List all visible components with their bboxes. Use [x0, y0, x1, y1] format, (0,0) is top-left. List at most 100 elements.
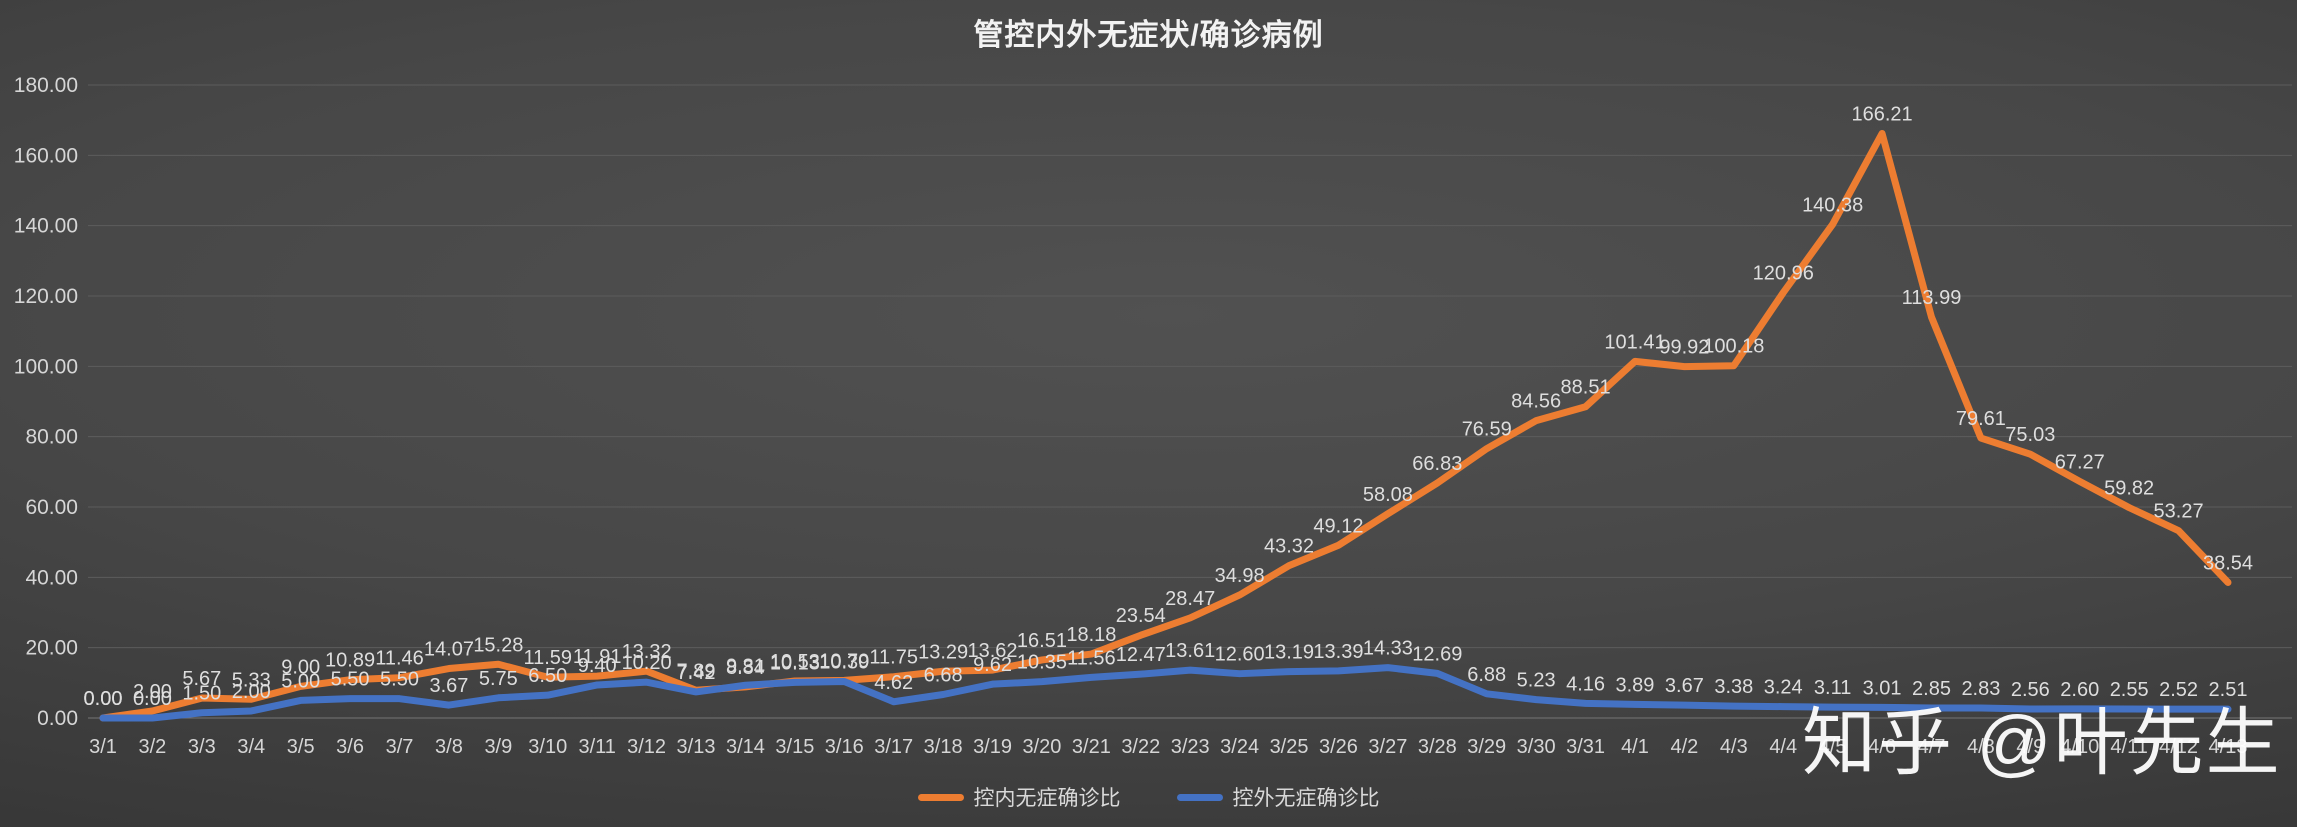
- data-label: 13.19: [1264, 642, 1314, 664]
- data-label: 9.62: [973, 654, 1012, 676]
- x-axis-tick-label: 3/9: [484, 736, 512, 758]
- x-axis-tick-label: 3/4: [237, 736, 265, 758]
- x-axis-tick-label: 3/15: [775, 736, 814, 758]
- data-label: 3.24: [1764, 677, 1803, 699]
- data-label: 5.75: [479, 668, 518, 690]
- data-label: 43.32: [1264, 536, 1314, 558]
- x-axis-tick-label: 3/27: [1368, 736, 1407, 758]
- x-axis-tick-label: 3/26: [1319, 736, 1358, 758]
- series-line-inside-control: [99, 129, 2232, 722]
- data-label: 10.70: [819, 650, 869, 672]
- data-label: 15.28: [473, 634, 523, 656]
- data-labels-outside-control: 0.00 0.00 1.50 2.00 5.00 5.50 5.50 3.67 5.75 6.50…: [84, 638, 2248, 710]
- x-axis-tick-label: 4/6: [1868, 736, 1896, 758]
- y-axis-tick-label: 100.00: [14, 355, 78, 378]
- data-label: 1.50: [182, 683, 221, 705]
- data-label: 5.67: [182, 668, 221, 690]
- x-axis-tick-label: 3/17: [874, 736, 913, 758]
- data-label: 6.50: [528, 665, 567, 687]
- x-axis-tick-label: 3/14: [726, 736, 765, 758]
- data-label: 18.18: [1066, 624, 1116, 646]
- x-axis-tick-label: 3/13: [677, 736, 716, 758]
- data-label: 12.47: [1116, 644, 1166, 666]
- data-label: 5.50: [331, 669, 370, 691]
- data-label: 113.99: [1902, 287, 1962, 309]
- data-label: 67.27: [2055, 451, 2105, 473]
- data-label: 8.84: [726, 657, 765, 679]
- x-axis-tick-label: 4/2: [1670, 736, 1698, 758]
- data-label: 76.59: [1462, 419, 1512, 441]
- data-label: 16.51: [1017, 630, 1067, 652]
- y-axis-tick-label: 120.00: [14, 285, 78, 308]
- data-label: 166.21: [1851, 103, 1912, 125]
- data-label: 66.83: [1412, 453, 1462, 475]
- legend-swatch-outside-control-icon: [1176, 793, 1223, 801]
- x-axis-tick-label: 4/4: [1769, 736, 1797, 758]
- data-label: 10.20: [622, 652, 672, 674]
- data-label: 13.29: [918, 641, 968, 663]
- x-axis-tick-label: 3/3: [188, 736, 216, 758]
- y-axis-tick-label: 140.00: [14, 215, 78, 238]
- x-axis-tick-label: 4/10: [2060, 736, 2099, 758]
- y-axis-tick-label: 180.00: [14, 74, 78, 97]
- data-label: 10.39: [819, 651, 869, 673]
- data-label: 11.75: [869, 647, 918, 669]
- x-axis-tick-label: 3/8: [435, 736, 463, 758]
- data-label: 3.01: [1863, 677, 1902, 699]
- legend-item-inside-control: 控内无症确诊比: [917, 782, 1121, 812]
- x-axis-tick-label: 4/9: [2016, 736, 2044, 758]
- data-label: 13.32: [622, 641, 672, 663]
- data-label: 2.00: [232, 681, 271, 703]
- x-axis-tick-label: 3/2: [139, 736, 167, 758]
- data-label: 13.61: [1165, 640, 1215, 662]
- data-label: 53.27: [2154, 501, 2204, 523]
- data-label: 9.40: [578, 655, 617, 677]
- data-label: 84.56: [1511, 391, 1561, 413]
- data-label: 7.89: [677, 660, 716, 682]
- data-label: 0.00: [84, 688, 123, 710]
- x-axis-tick-label: 4/8: [1967, 736, 1995, 758]
- x-axis-tick-label: 3/19: [973, 736, 1012, 758]
- data-label: 2.51: [2209, 679, 2248, 701]
- data-label: 34.98: [1215, 565, 1265, 587]
- y-axis-tick-label: 20.00: [25, 637, 78, 660]
- x-axis-tick-label: 3/21: [1072, 736, 1111, 758]
- data-label: 58.08: [1363, 484, 1413, 506]
- x-axis-tick-label: 3/28: [1418, 736, 1457, 758]
- data-label: 23.54: [1116, 605, 1166, 627]
- data-label: 4.16: [1566, 673, 1605, 695]
- x-axis-tick-label: 3/24: [1220, 736, 1259, 758]
- x-axis-tick-label: 3/23: [1171, 736, 1210, 758]
- data-label: 12.69: [1412, 643, 1462, 665]
- x-axis-tick-label: 4/3: [1720, 736, 1748, 758]
- data-label: 13.39: [1313, 641, 1363, 663]
- data-label: 100.18: [1703, 336, 1764, 358]
- data-label: 0.00: [133, 688, 172, 710]
- data-label: 2.52: [2159, 679, 2198, 701]
- data-label: 3.67: [429, 675, 468, 697]
- x-axis-tick-label: 3/18: [924, 736, 963, 758]
- data-label: 75.03: [2005, 424, 2055, 446]
- x-axis-tick-label: 3/31: [1566, 736, 1605, 758]
- x-axis-tick-label: 3/7: [386, 736, 414, 758]
- data-label: 3.11: [1814, 677, 1851, 699]
- data-label: 2.00: [133, 681, 172, 703]
- legend-item-outside-control: 控外无症确诊比: [1176, 782, 1380, 812]
- data-label: 9.31: [726, 655, 765, 677]
- x-axis-tick-label: 3/12: [627, 736, 666, 758]
- y-axis-tick-label: 80.00: [25, 426, 78, 449]
- x-axis-tick-label: 4/1: [1621, 736, 1649, 758]
- x-axis-tick-label: 3/6: [336, 736, 364, 758]
- data-label: 28.47: [1165, 588, 1215, 610]
- x-axis-tick-label: 4/7: [1918, 736, 1946, 758]
- legend-label-inside-control: 控内无症确诊比: [973, 787, 1121, 810]
- data-label: 79.61: [1956, 408, 2006, 430]
- x-axis-tick-label: 3/5: [287, 736, 315, 758]
- data-label: 3.38: [1714, 676, 1753, 698]
- y-axis-tick-labels: 0.00 20.00 40.00 60.00 80.00 100.00 120.00 140.…: [14, 74, 78, 730]
- chart-title: 管控内外无症状/确诊病例: [973, 19, 1324, 52]
- data-label: 11.46: [375, 648, 424, 670]
- y-axis-tick-label: 160.00: [14, 144, 78, 167]
